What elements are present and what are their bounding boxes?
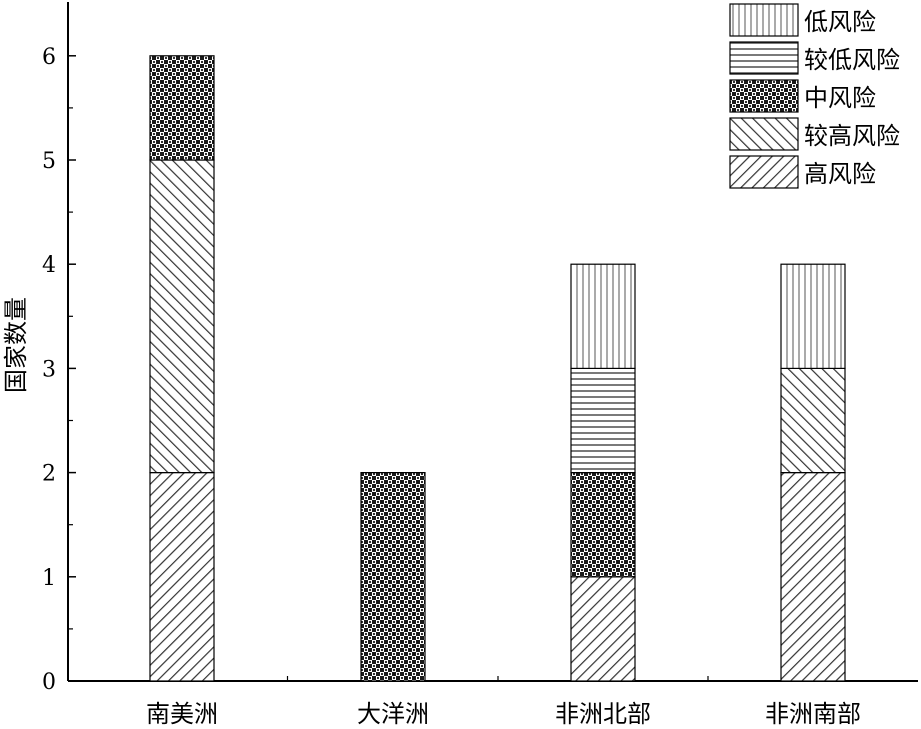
bar-segment [149, 159, 215, 474]
legend-label: 中风险 [804, 84, 876, 112]
legend-label: 高风险 [804, 160, 876, 188]
legend-swatch [729, 3, 799, 37]
bar-segment [360, 472, 426, 682]
y-axis-label: 国家数量 [2, 297, 30, 393]
bar-segment [570, 263, 636, 370]
y-tick-label: 1 [42, 566, 56, 591]
y-tick-label: 2 [42, 462, 56, 487]
legend-swatch [729, 155, 799, 189]
x-tick-label: 非洲北部 [555, 700, 651, 728]
y-tick-label: 6 [42, 45, 56, 70]
legend-swatch [729, 79, 799, 113]
y-tick-label: 4 [42, 253, 56, 278]
bar-segment [780, 367, 846, 474]
y-tick-label: 5 [42, 149, 56, 174]
y-tick-label: 0 [42, 670, 56, 695]
x-tick-label: 南美洲 [146, 700, 218, 728]
bar-segment [570, 367, 636, 474]
x-tick-label: 大洋洲 [357, 700, 429, 728]
bar-segment [570, 472, 636, 578]
y-tick-label: 3 [42, 357, 56, 382]
bar-segment [780, 263, 846, 370]
x-tick-label: 非洲南部 [765, 700, 861, 728]
bar-segment [149, 55, 215, 161]
legend-label: 较高风险 [804, 122, 900, 150]
bar-segment [149, 472, 215, 682]
legend-swatch [729, 41, 799, 75]
legend-swatch [729, 117, 799, 151]
bar-segment [780, 472, 846, 682]
legend-label: 低风险 [804, 8, 876, 36]
bar-segment [570, 576, 636, 682]
legend-label: 较低风险 [804, 46, 900, 74]
